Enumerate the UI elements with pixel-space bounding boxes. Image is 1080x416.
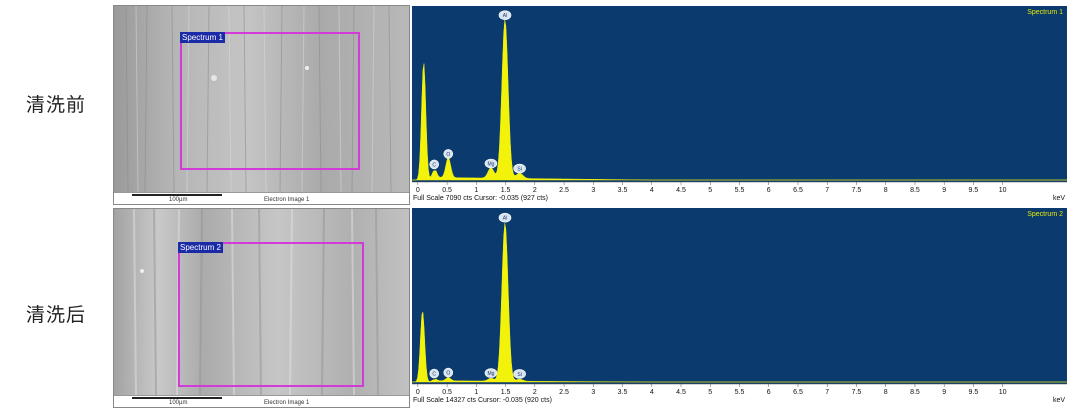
plot-area	[412, 208, 1067, 384]
peak-label-o: O	[443, 367, 454, 378]
peak-label-o: O	[443, 149, 454, 159]
x-tick-label: 7.5	[852, 389, 862, 396]
x-tick-label: 10	[999, 187, 1007, 194]
sem-footer: 100µm Electron Image 1	[114, 192, 409, 204]
sem-image-before: Spectrum 1 100µm Electron Image 1	[113, 5, 410, 205]
svg-text:Al: Al	[503, 216, 507, 222]
x-tick-label: 3.5	[618, 389, 628, 396]
x-tick-label: 2	[533, 187, 537, 194]
x-tick-label: 9.5	[969, 389, 979, 396]
x-tick-label: 6.5	[793, 389, 803, 396]
x-tick-label: 0.5	[442, 187, 452, 194]
x-tick-label: 10	[999, 389, 1007, 396]
spectrum-tag: Spectrum 1	[180, 32, 225, 43]
svg-text:Si: Si	[517, 167, 521, 173]
image-label: Electron Image 1	[264, 400, 310, 406]
x-axis-unit: keV	[1053, 397, 1065, 404]
x-tick-label: 9	[942, 389, 946, 396]
x-tick-label: 7.5	[852, 187, 862, 194]
peak-label-c: C	[429, 159, 440, 170]
spectrum-plot: Spectrum 1 C O Mg Al Si 0 0.5 1 1.5 2 2.5 3 3.5 4 4.5 5 5…	[412, 6, 1067, 202]
scale-label: 100µm	[169, 400, 188, 406]
spectrum-title: Spectrum 2	[1027, 211, 1063, 218]
x-tick-label: 5	[708, 389, 712, 396]
spectrum-title: Spectrum 1	[1027, 9, 1063, 16]
x-tick-label: 7	[825, 389, 829, 396]
spectrum-tag: Spectrum 2	[178, 242, 223, 253]
row-label-before: 清洗前	[26, 94, 87, 116]
x-tick-label: 1.5	[501, 187, 511, 194]
svg-text:O: O	[446, 371, 450, 377]
spectrum-frame[interactable]: Spectrum 2	[178, 242, 364, 387]
x-tick-label: 9.5	[969, 187, 979, 194]
x-tick-label: 4.5	[676, 389, 686, 396]
spectrum-footer: Full Scale 7090 cts Cursor: -0.035 (927 …	[413, 195, 548, 202]
scale-bar	[132, 397, 222, 399]
x-tick-label: 3	[591, 389, 595, 396]
eds-spectrum-before: Spectrum 1 C O Mg Al Si 0 0.5 1 1.5 2 2.5 3 3.5 4 4.5 5 5…	[412, 6, 1067, 204]
peak-label-al: Al	[498, 212, 512, 223]
eds-spectrum-after: Spectrum 2 C O Mg Al Si 0 0.5 1 1.5 2 2.5 3 3.5 4 4.5 5 5…	[412, 208, 1067, 406]
x-tick-label: 2.5	[559, 389, 569, 396]
scale-label: 100µm	[169, 197, 188, 203]
x-tick-label: 5	[708, 187, 712, 194]
svg-text:C: C	[432, 372, 436, 378]
peak-label-mg: Mg	[484, 368, 498, 378]
x-tick-label: 3.5	[618, 187, 628, 194]
x-tick-label: 4.5	[676, 187, 686, 194]
peak-label-mg: Mg	[484, 158, 498, 169]
peak-label-c: C	[429, 368, 440, 379]
x-axis-unit: keV	[1053, 195, 1065, 202]
x-tick-label: 8	[884, 389, 888, 396]
svg-text:C: C	[432, 162, 436, 168]
x-tick-label: 7	[825, 187, 829, 194]
x-tick-label: 6.5	[793, 187, 803, 194]
x-tick-label: 1	[474, 187, 478, 194]
svg-text:O: O	[446, 152, 450, 158]
x-tick-label: 4	[650, 187, 654, 194]
sem-image-after: Spectrum 2 100µm Electron Image 1	[113, 208, 410, 408]
spectrum-footer: Full Scale 14327 cts Cursor: -0.035 (920…	[413, 397, 552, 404]
svg-text:Mg: Mg	[487, 371, 494, 377]
x-tick-label: 0	[416, 187, 420, 194]
sem-footer: 100µm Electron Image 1	[114, 395, 409, 407]
sem-texture	[114, 209, 409, 395]
x-tick-label: 0.5	[442, 389, 452, 396]
scale-bar	[132, 194, 222, 196]
x-tick-label: 4	[650, 389, 654, 396]
spectrum-area	[412, 19, 1067, 181]
x-tick-label: 6	[767, 389, 771, 396]
x-tick-label: 3	[591, 187, 595, 194]
x-tick-label: 0	[416, 389, 420, 396]
svg-text:Si: Si	[517, 372, 521, 378]
x-tick-label: 8.5	[910, 187, 920, 194]
x-tick-label: 5.5	[735, 389, 745, 396]
spectrum-plot: Spectrum 2 C O Mg Al Si 0 0.5 1 1.5 2 2.5 3 3.5 4 4.5 5 5…	[412, 208, 1067, 404]
svg-text:Al: Al	[503, 13, 507, 19]
x-tick-label: 6	[767, 187, 771, 194]
image-label: Electron Image 1	[264, 197, 310, 203]
x-tick-label: 2	[533, 389, 537, 396]
spectrum-area	[412, 223, 1067, 383]
x-tick-label: 2.5	[559, 187, 569, 194]
peak-label-si: Si	[513, 163, 526, 174]
x-tick-label: 1	[474, 389, 478, 396]
x-tick-label: 8.5	[910, 389, 920, 396]
x-tick-label: 9	[942, 187, 946, 194]
peak-label-al: Al	[498, 10, 512, 20]
row-label-after: 清洗后	[26, 304, 87, 326]
peak-label-si: Si	[513, 369, 526, 379]
plot-area	[412, 6, 1067, 182]
x-tick-label: 8	[884, 187, 888, 194]
x-tick-label: 1.5	[501, 389, 511, 396]
spectrum-frame[interactable]: Spectrum 1	[180, 32, 360, 170]
x-tick-label: 5.5	[735, 187, 745, 194]
svg-text:Mg: Mg	[487, 161, 494, 167]
